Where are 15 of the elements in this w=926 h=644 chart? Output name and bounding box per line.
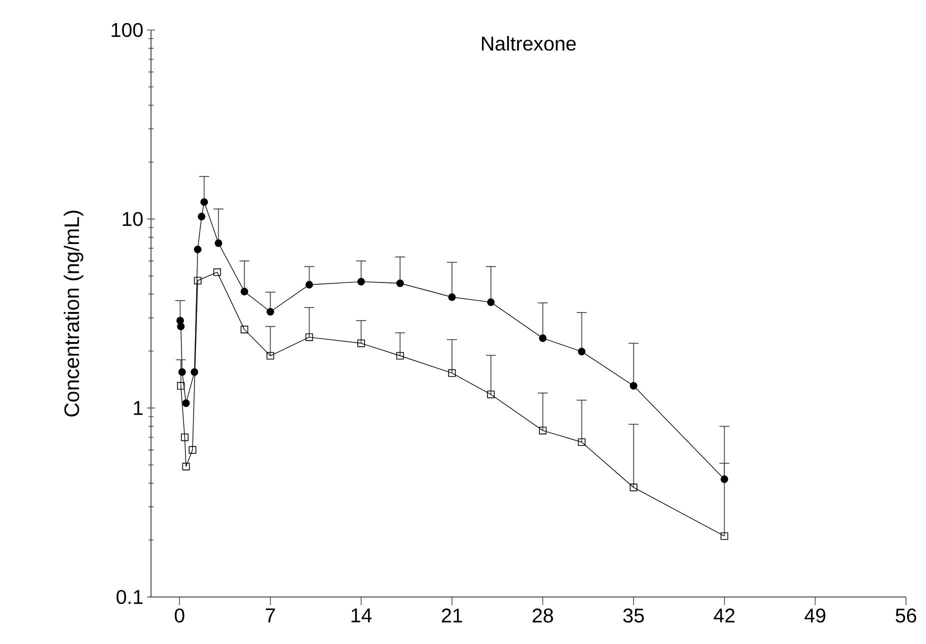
- x-tick-label: 21: [442, 608, 462, 622]
- x-tick-label: 49: [804, 608, 826, 623]
- y-tick-label: 10: [122, 212, 143, 226]
- y-tick-label: 0.1: [116, 590, 143, 604]
- chart-title: Naltrexone: [482, 36, 576, 51]
- x-tick-label: 7: [266, 608, 275, 622]
- x-tick-label: 56: [896, 608, 916, 623]
- y-axis-title: Concentration (ng/mL): [64, 210, 84, 417]
- x-tick-label: 14: [352, 608, 372, 622]
- y-tick-label: 1: [134, 401, 143, 415]
- x-tick-label: 42: [714, 608, 734, 622]
- x-tick-label: 35: [623, 608, 644, 623]
- x-tick-label: 0: [174, 608, 184, 623]
- x-tick-label: 28: [532, 608, 553, 623]
- y-tick-label: 100: [112, 22, 143, 38]
